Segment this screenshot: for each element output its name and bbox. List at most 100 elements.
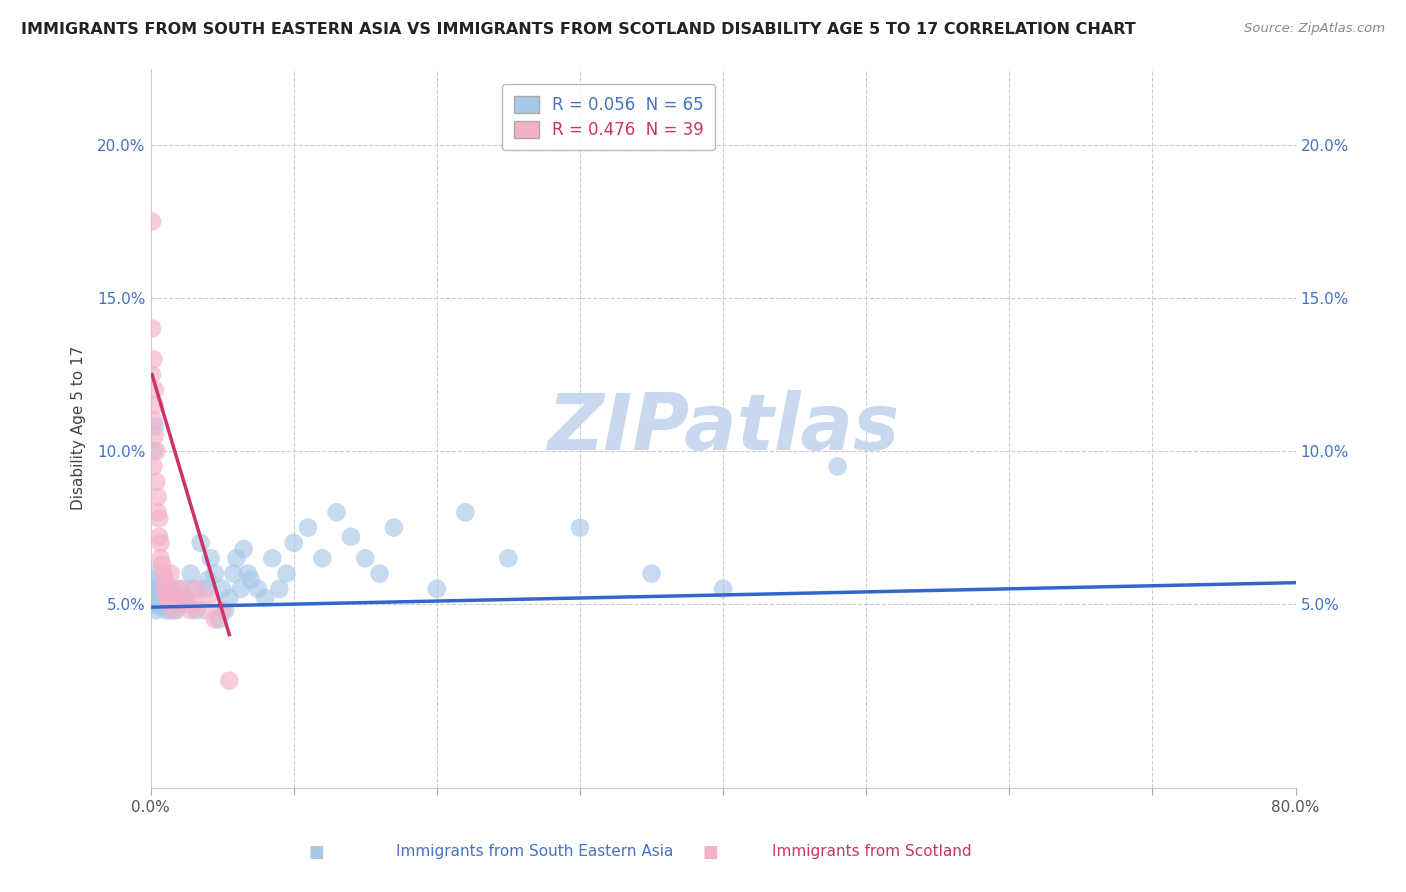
Point	[711, 582, 734, 596]
Point	[214, 603, 236, 617]
Point	[152, 566, 174, 581]
Point	[167, 597, 190, 611]
Point	[150, 597, 173, 611]
Point	[142, 591, 165, 605]
Point	[142, 566, 165, 581]
Point	[143, 582, 166, 596]
Point	[156, 591, 179, 605]
Point	[162, 597, 184, 611]
Point	[143, 398, 166, 412]
Point	[159, 566, 181, 581]
Point	[155, 603, 177, 617]
Point	[276, 566, 298, 581]
Y-axis label: Disability Age 5 to 17: Disability Age 5 to 17	[72, 346, 86, 510]
Point	[149, 536, 172, 550]
Point	[141, 368, 163, 382]
Point	[176, 591, 198, 605]
Point	[157, 597, 180, 611]
Point	[141, 214, 163, 228]
Point	[160, 582, 183, 596]
Point	[498, 551, 520, 566]
Point	[197, 591, 219, 605]
Point	[145, 603, 167, 617]
Point	[170, 591, 193, 605]
Point	[145, 591, 167, 605]
Point	[153, 582, 176, 596]
Point	[143, 597, 166, 611]
Point	[170, 582, 193, 596]
Point	[141, 582, 163, 596]
Point	[218, 673, 240, 688]
Text: IMMIGRANTS FROM SOUTH EASTERN ASIA VS IMMIGRANTS FROM SCOTLAND DISABILITY AGE 5 : IMMIGRANTS FROM SOUTH EASTERN ASIA VS IM…	[21, 22, 1136, 37]
Point	[311, 551, 333, 566]
Point	[186, 603, 208, 617]
Point	[186, 582, 208, 596]
Point	[262, 551, 284, 566]
Text: ■: ■	[308, 843, 325, 861]
Point	[325, 505, 347, 519]
Point	[254, 591, 277, 605]
Point	[165, 591, 187, 605]
Point	[269, 582, 291, 596]
Point	[194, 582, 217, 596]
Point	[148, 530, 170, 544]
Point	[167, 582, 190, 596]
Point	[150, 558, 173, 572]
Point	[200, 551, 222, 566]
Point	[142, 444, 165, 458]
Point	[157, 597, 180, 611]
Point	[145, 475, 167, 489]
Point	[236, 566, 259, 581]
Point	[197, 573, 219, 587]
Point	[165, 603, 187, 617]
Point	[143, 429, 166, 443]
Point	[153, 573, 176, 587]
Point	[180, 603, 202, 617]
Point	[141, 321, 163, 335]
Point	[149, 551, 172, 566]
Point	[239, 573, 262, 587]
Point	[146, 505, 169, 519]
Point	[142, 352, 165, 367]
Point	[568, 520, 591, 534]
Point	[146, 597, 169, 611]
Point	[143, 383, 166, 397]
Point	[145, 444, 167, 458]
Point	[146, 490, 169, 504]
Point	[283, 536, 305, 550]
Point	[160, 591, 183, 605]
Text: Source: ZipAtlas.com: Source: ZipAtlas.com	[1244, 22, 1385, 36]
Point	[146, 588, 169, 602]
Point	[211, 603, 233, 617]
Point	[204, 566, 226, 581]
Point	[225, 551, 247, 566]
Point	[162, 603, 184, 617]
Point	[426, 582, 449, 596]
Point	[382, 520, 405, 534]
Point	[156, 582, 179, 596]
Point	[340, 530, 363, 544]
Point	[143, 419, 166, 434]
Point	[180, 566, 202, 581]
Point	[190, 536, 212, 550]
Point	[142, 413, 165, 427]
Point	[640, 566, 662, 581]
Point	[152, 591, 174, 605]
Point	[141, 573, 163, 587]
Text: ■: ■	[702, 843, 718, 861]
Point	[204, 612, 226, 626]
Point	[246, 582, 269, 596]
Point	[155, 588, 177, 602]
Point	[148, 511, 170, 525]
Point	[354, 551, 377, 566]
Legend: R = 0.056  N = 65, R = 0.476  N = 39: R = 0.056 N = 65, R = 0.476 N = 39	[502, 84, 716, 151]
Point	[149, 600, 172, 615]
Text: Immigrants from Scotland: Immigrants from Scotland	[772, 845, 972, 859]
Point	[142, 459, 165, 474]
Point	[368, 566, 391, 581]
Point	[218, 591, 240, 605]
Text: Immigrants from South Eastern Asia: Immigrants from South Eastern Asia	[395, 845, 673, 859]
Point	[827, 459, 849, 474]
Point	[211, 582, 233, 596]
Point	[454, 505, 477, 519]
